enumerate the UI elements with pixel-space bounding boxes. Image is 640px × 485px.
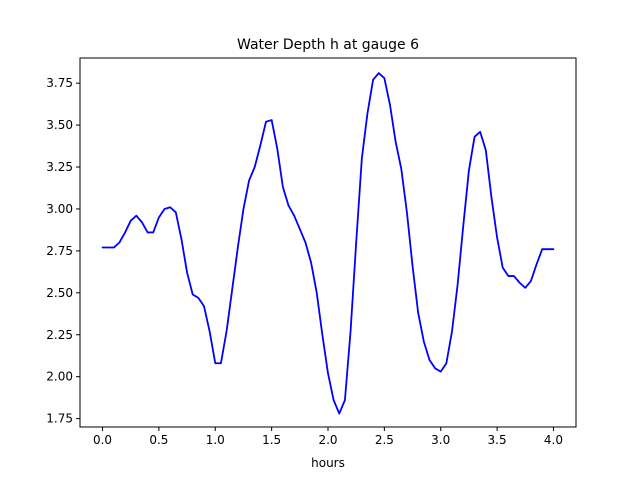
y-tick-label: 3.50 — [46, 118, 73, 132]
chart-title: Water Depth h at gauge 6 — [237, 37, 419, 53]
x-tick-label: 2.5 — [375, 433, 394, 447]
y-tick-label: 2.50 — [46, 286, 73, 300]
x-tick-label: 3.5 — [488, 433, 507, 447]
x-tick-label: 3.0 — [431, 433, 450, 447]
y-tick-label: 3.25 — [46, 160, 73, 174]
x-tick-label: 2.0 — [318, 433, 337, 447]
series-line-0 — [101, 72, 555, 415]
y-tick-label: 1.75 — [46, 412, 73, 426]
y-tick-label: 3.00 — [46, 202, 73, 216]
x-axis-label: hours — [311, 456, 345, 470]
y-tick-label: 2.75 — [46, 244, 73, 258]
x-tick-label: 0.0 — [93, 433, 112, 447]
y-tick-label: 2.25 — [46, 328, 73, 342]
plot-area: 0.0 0.5 1.0 1.5 2.0 2.5 3.0 3.5 4.0 1.75 2.00 2.25 2… — [46, 57, 577, 447]
x-tick-label: 4.0 — [544, 433, 563, 447]
x-tick-label: 1.0 — [206, 433, 225, 447]
x-tick-label: 1.5 — [262, 433, 281, 447]
y-tick-label: 3.75 — [46, 76, 73, 90]
x-tick-label: 0.5 — [149, 433, 168, 447]
y-tick-label: 2.00 — [46, 370, 73, 384]
